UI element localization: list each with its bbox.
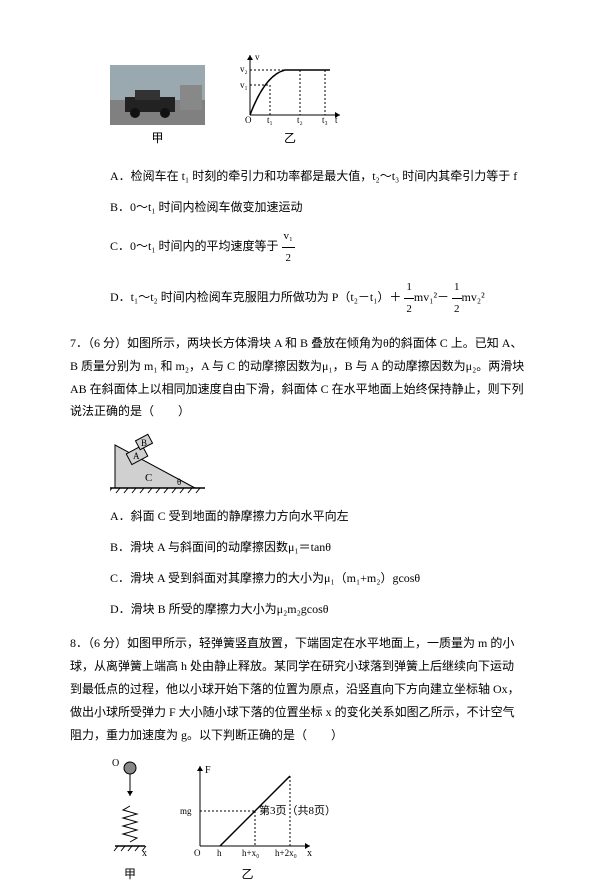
svg-text:A: A bbox=[133, 451, 140, 461]
fraction: 12 bbox=[404, 277, 414, 320]
svg-text:v: v bbox=[255, 52, 260, 62]
svg-text:t₁: t₁ bbox=[267, 115, 273, 125]
q7-option-a: A．斜面 C 受到地面的静摩擦力方向水平向左 bbox=[110, 505, 525, 528]
q7-option-c: C．滑块 A 受到斜面对其摩擦力的大小为μ₁（m₁+m₂）gcosθ bbox=[110, 567, 525, 590]
svg-text:v₁: v₁ bbox=[240, 80, 248, 90]
svg-text:h: h bbox=[217, 848, 222, 858]
q6-a-text: 检阅车在 t₁ 时刻的牵引力和功率都是最大值，t₂～t₃ 时间内其牵引力等于 f bbox=[131, 169, 518, 183]
q8-prefix: 8．（6 分） bbox=[70, 636, 127, 650]
svg-text:t₃: t₃ bbox=[322, 115, 328, 125]
car-label: 甲 bbox=[110, 127, 205, 150]
svg-text:C: C bbox=[145, 472, 152, 484]
q6-c-text: 0～t₁ 时间内的平均速度等于 bbox=[130, 240, 279, 254]
q7-figure: B A C θ bbox=[110, 433, 525, 495]
q6-d-text: t₁～t₂ 时间内检阅车克服阻力所做功为 P（t₂－t₁）＋ bbox=[131, 290, 402, 304]
q8: 8．（6 分）如图甲所示，轻弹簧竖直放置，下端固定在水平地面上，一质量为 m 的… bbox=[70, 632, 525, 746]
svg-text:x: x bbox=[142, 848, 147, 859]
fraction: v₁2 bbox=[282, 226, 295, 269]
q7-prefix: 7．（6 分） bbox=[70, 336, 127, 350]
q6-option-a: A．检阅车在 t₁ 时刻的牵引力和功率都是最大值，t₂～t₃ 时间内其牵引力等于… bbox=[110, 165, 525, 188]
vt-graph: v₂ v₁ O t₁ t₂ t₃ t v bbox=[235, 50, 345, 125]
fx-graph-label: 乙 bbox=[180, 863, 315, 886]
spring-label: 甲 bbox=[110, 863, 150, 886]
q6-figures: 甲 v₂ v₁ O t₁ t₂ t₃ t v 乙 bbox=[110, 50, 525, 150]
car-image bbox=[110, 65, 205, 125]
q6-b-text: 0～t₁ 时间内检阅车做变加速运动 bbox=[130, 200, 303, 214]
q6-option-d: D．t₁～t₂ 时间内检阅车克服阻力所做功为 P（t₂－t₁）＋ 12mv₁²－… bbox=[110, 277, 525, 320]
fx-graph-figure: mg F O h h+x₀ h+2x₀ x 乙 bbox=[180, 761, 315, 886]
svg-text:B: B bbox=[141, 438, 147, 448]
fraction: 12 bbox=[452, 277, 462, 320]
svg-text:t₂: t₂ bbox=[297, 115, 303, 125]
q7-body: 如图所示，两块长方体滑块 A 和 B 叠放在倾角为θ的斜面体 C 上。已知 A、… bbox=[70, 336, 524, 418]
svg-text:O: O bbox=[245, 115, 252, 125]
svg-text:h+x₀: h+x₀ bbox=[242, 848, 259, 858]
svg-text:t: t bbox=[335, 115, 338, 125]
q7-option-b: B．滑块 A 与斜面间的动摩擦因数μ₁＝tanθ bbox=[110, 536, 525, 559]
q8-body: 如图甲所示，轻弹簧竖直放置，下端固定在水平地面上，一质量为 m 的小球，从离弹簧… bbox=[70, 636, 520, 741]
incline-diagram: B A C θ bbox=[110, 433, 205, 495]
q7: 7．（6 分）如图所示，两块长方体滑块 A 和 B 叠放在倾角为θ的斜面体 C … bbox=[70, 332, 525, 423]
svg-text:v₂: v₂ bbox=[240, 64, 248, 74]
q6-option-c: C．0～t₁ 时间内的平均速度等于 v₁2 bbox=[110, 226, 525, 269]
svg-text:θ: θ bbox=[177, 477, 181, 487]
vt-graph-label: 乙 bbox=[235, 127, 345, 150]
page-footer: 第3页（共8页） bbox=[0, 801, 595, 822]
q7-option-d: D．滑块 B 所受的摩擦力大小为μ₂m₂gcosθ bbox=[110, 598, 525, 621]
svg-text:F: F bbox=[205, 765, 211, 776]
car-figure: 甲 bbox=[110, 65, 205, 150]
svg-text:x: x bbox=[307, 848, 312, 859]
q6-option-b: B．0～t₁ 时间内检阅车做变加速运动 bbox=[110, 196, 525, 219]
svg-text:O: O bbox=[194, 848, 201, 858]
svg-text:O: O bbox=[112, 758, 119, 769]
vt-graph-figure: v₂ v₁ O t₁ t₂ t₃ t v 乙 bbox=[235, 50, 345, 150]
svg-text:h+2x₀: h+2x₀ bbox=[275, 848, 297, 858]
